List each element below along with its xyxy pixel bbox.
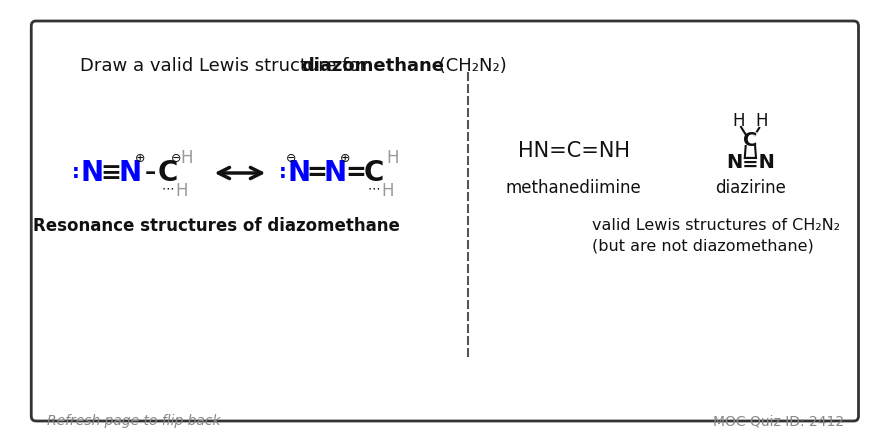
Text: H: H	[756, 112, 768, 130]
Text: C: C	[743, 132, 757, 150]
Text: N: N	[323, 159, 346, 187]
Text: –: –	[145, 163, 156, 183]
Text: ⋯: ⋯	[162, 183, 174, 195]
Text: C: C	[363, 159, 384, 187]
Text: Draw a valid Lewis structure for: Draw a valid Lewis structure for	[80, 57, 373, 75]
Text: Refresh page to flip back: Refresh page to flip back	[47, 414, 221, 428]
Text: ≡: ≡	[100, 161, 122, 185]
Text: ⊕: ⊕	[340, 151, 351, 164]
Text: N≡N: N≡N	[726, 153, 775, 173]
Text: diazirine: diazirine	[715, 179, 786, 197]
Text: N: N	[118, 159, 141, 187]
Text: H: H	[176, 182, 188, 200]
Text: methanediimine: methanediimine	[506, 179, 641, 197]
Text: N: N	[288, 159, 311, 187]
Text: :: :	[72, 164, 79, 183]
Text: HN=C=NH: HN=C=NH	[518, 141, 630, 161]
Text: valid Lewis structures of CH₂N₂: valid Lewis structures of CH₂N₂	[592, 218, 840, 234]
Text: MOC Quiz ID: 2412: MOC Quiz ID: 2412	[713, 414, 844, 428]
Text: Resonance structures of diazomethane: Resonance structures of diazomethane	[33, 217, 400, 235]
Text: H: H	[180, 149, 193, 167]
Text: ⊕: ⊕	[135, 151, 146, 164]
Text: ⊖: ⊖	[285, 151, 296, 164]
Text: (but are not diazomethane): (but are not diazomethane)	[592, 238, 814, 253]
Text: C: C	[157, 159, 178, 187]
Text: diazomethane: diazomethane	[301, 57, 444, 75]
Text: (CH₂N₂): (CH₂N₂)	[432, 57, 506, 75]
Text: ⊖: ⊖	[170, 151, 181, 164]
FancyBboxPatch shape	[31, 21, 859, 421]
Text: =: =	[345, 161, 366, 185]
Text: N: N	[81, 159, 104, 187]
Text: H: H	[381, 182, 393, 200]
Text: =: =	[306, 161, 328, 185]
Text: H: H	[733, 112, 745, 130]
Text: H: H	[386, 149, 399, 167]
Text: ⋯: ⋯	[367, 183, 380, 195]
Text: :: :	[278, 164, 286, 183]
